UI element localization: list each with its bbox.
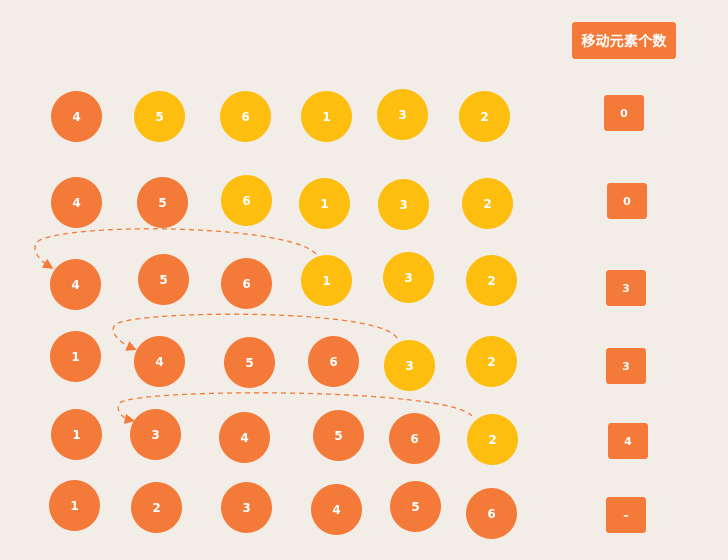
moved-count-header: 移动元素个数: [572, 22, 676, 59]
ball-r6-c3: 3: [221, 482, 272, 533]
ball-r6-c4: 4: [311, 484, 362, 535]
ball-r2-c2: 5: [137, 177, 188, 228]
moved-count-r4: 3: [606, 348, 646, 384]
ball-r2-c1: 4: [51, 177, 102, 228]
ball-r4-c2: 4: [134, 336, 185, 387]
moved-count-r3: 3: [606, 270, 646, 306]
ball-r3-c6: 2: [466, 255, 517, 306]
ball-r1-c1: 4: [51, 91, 102, 142]
ball-r3-c5: 3: [383, 252, 434, 303]
ball-r3-c2: 5: [138, 254, 189, 305]
moved-count-r5: 4: [608, 423, 648, 459]
ball-r4-c3: 5: [224, 337, 275, 388]
ball-r1-c2: 5: [134, 91, 185, 142]
ball-r5-c3: 4: [219, 412, 270, 463]
ball-r4-c5: 3: [384, 340, 435, 391]
ball-r1-c5: 3: [377, 89, 428, 140]
ball-r5-c5: 6: [389, 413, 440, 464]
ball-r2-c3: 6: [221, 175, 272, 226]
moved-count-r1: 0: [604, 95, 644, 131]
ball-r4-c4: 6: [308, 336, 359, 387]
ball-r2-c5: 3: [378, 179, 429, 230]
ball-r1-c6: 2: [459, 91, 510, 142]
ball-r3-c4: 1: [301, 255, 352, 306]
ball-r2-c4: 1: [299, 178, 350, 229]
ball-r3-c3: 6: [221, 258, 272, 309]
ball-r6-c1: 1: [49, 480, 100, 531]
ball-r6-c2: 2: [131, 482, 182, 533]
ball-r1-c4: 1: [301, 91, 352, 142]
ball-r3-c1: 4: [50, 259, 101, 310]
ball-r4-c6: 2: [466, 336, 517, 387]
ball-r2-c6: 2: [462, 178, 513, 229]
moved-count-r6: –: [606, 497, 646, 533]
moved-count-r2: 0: [607, 183, 647, 219]
ball-r6-c5: 5: [390, 481, 441, 532]
ball-r5-c2: 3: [130, 409, 181, 460]
ball-r5-c4: 5: [313, 410, 364, 461]
ball-r4-c1: 1: [50, 331, 101, 382]
ball-r6-c6: 6: [466, 488, 517, 539]
ball-r5-c1: 1: [51, 409, 102, 460]
ball-r5-c6: 2: [467, 414, 518, 465]
ball-r1-c3: 6: [220, 91, 271, 142]
